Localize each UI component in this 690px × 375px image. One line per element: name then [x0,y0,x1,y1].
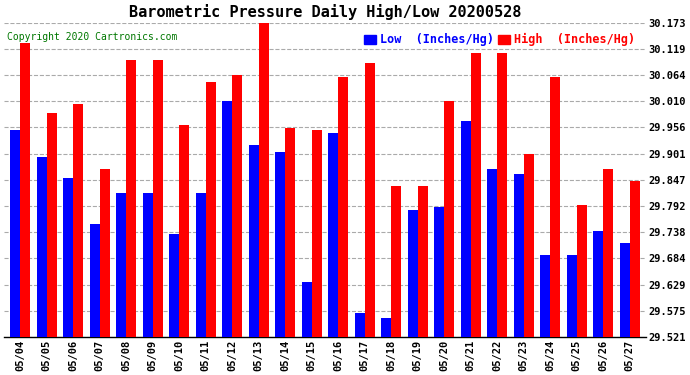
Bar [259,10,268,337]
Bar [206,82,216,337]
Bar [408,210,417,337]
Title: Barometric Pressure Daily High/Low 20200528: Barometric Pressure Daily High/Low 20200… [128,4,521,20]
Legend: Low  (Inches/Hg), High  (Inches/Hg): Low (Inches/Hg), High (Inches/Hg) [359,28,640,51]
Bar [381,318,391,337]
Bar [195,193,206,337]
Bar [434,207,444,337]
Bar [577,205,586,337]
Bar [285,128,295,337]
Bar [275,152,285,337]
Bar [302,282,312,337]
Bar [90,224,99,337]
Bar [391,186,401,337]
Bar [99,169,110,337]
Bar [143,193,152,337]
Bar [513,174,524,337]
Bar [487,169,497,337]
Bar [550,77,560,337]
Bar [46,113,57,337]
Bar [497,53,507,337]
Bar [126,60,136,337]
Bar [20,44,30,337]
Bar [593,231,603,337]
Bar [355,313,364,337]
Bar [248,145,259,337]
Bar [169,234,179,337]
Bar [444,101,454,337]
Bar [417,186,428,337]
Bar [364,63,375,337]
Bar [471,53,481,337]
Bar [630,181,640,337]
Bar [232,75,242,337]
Bar [152,60,163,337]
Bar [37,157,46,337]
Bar [222,101,232,337]
Bar [328,132,338,337]
Bar [620,243,630,337]
Bar [566,255,577,337]
Bar [10,130,20,337]
Bar [73,104,83,337]
Bar [524,154,533,337]
Bar [338,77,348,337]
Bar [312,130,322,337]
Bar [63,178,73,337]
Text: Copyright 2020 Cartronics.com: Copyright 2020 Cartronics.com [8,32,178,42]
Bar [179,125,189,337]
Bar [603,169,613,337]
Bar [116,193,126,337]
Bar [460,120,471,337]
Bar [540,255,550,337]
